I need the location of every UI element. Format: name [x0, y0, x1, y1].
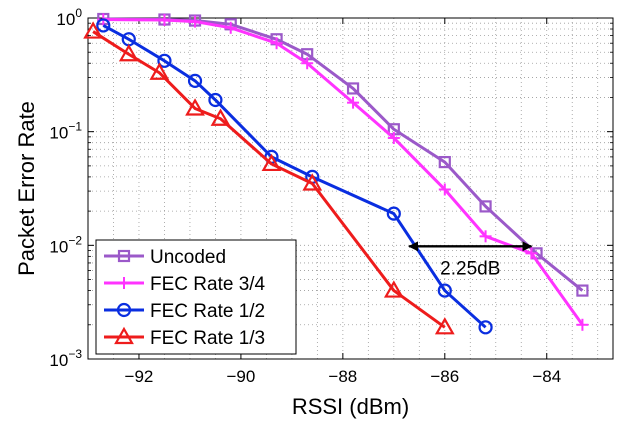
series-4 [83, 21, 455, 335]
data-point-square [576, 284, 589, 297]
data-point-triangle [210, 108, 231, 126]
series-line [102, 24, 487, 329]
plot-area [87, 17, 614, 360]
legend: Uncoded FEC Rate 3/4 FEC Rate 1/2 FEC Rate … [95, 239, 297, 355]
data-point-plus [189, 15, 202, 28]
legend-entry: FEC Rate 1/3 [104, 326, 265, 349]
data-point-plus [387, 131, 400, 144]
data-point-triangle [302, 173, 323, 191]
data-point-square [479, 200, 492, 213]
data-point-triangle [118, 44, 139, 62]
legend-label: FEC Rate 1/2 [150, 301, 265, 322]
legend-entry: FEC Rate 3/4 [104, 274, 266, 295]
legend-label: Uncoded [150, 247, 226, 268]
x-tick-label: −84 [532, 367, 561, 386]
y-axis-label: Packet Error Rate [14, 101, 39, 276]
x-tick-label: −92 [125, 367, 154, 386]
data-point-triangle [185, 98, 205, 116]
data-point-triangle [434, 317, 455, 335]
legend-label: FEC Rate 1/3 [150, 328, 265, 349]
data-point-triangle [83, 21, 103, 39]
data-point-circle [478, 320, 493, 335]
data-point-circle [437, 283, 452, 298]
data-point-square [438, 155, 451, 169]
data-point-plus [158, 14, 171, 27]
data-point-square [346, 82, 360, 95]
y-tick-label: 10−2 [49, 233, 82, 256]
data-point-plus [270, 37, 283, 50]
annotation: 2.25dB [408, 241, 533, 279]
data-point-plus [301, 57, 314, 70]
data-point-circle [386, 206, 401, 221]
data-point-circle [187, 73, 203, 88]
legend-label: FEC Rate 3/4 [150, 274, 266, 295]
data-point-plus [438, 183, 451, 196]
axis-ticks: −92 −90 −88 −86 −84 10−3 10−2 10−1 100 [49, 6, 613, 386]
data-point-triangle [114, 326, 134, 345]
annotation-label: 2.25dB [440, 258, 500, 279]
data-point-circle [116, 302, 132, 318]
data-point-triangle [149, 62, 170, 80]
series-line [92, 30, 446, 329]
x-tick-label: −88 [328, 367, 357, 386]
data-point-circle [96, 18, 111, 33]
data-point-plus [224, 21, 237, 34]
data-point-circle [208, 92, 223, 108]
data-point-triangle [383, 280, 404, 298]
y-tick-label: 10−3 [49, 347, 82, 370]
data-point-plus [479, 230, 492, 243]
x-axis-label: RSSI (dBm) [292, 394, 409, 419]
data-point-triangle [261, 153, 282, 172]
data-point-plus [347, 96, 360, 109]
y-tick-label: 100 [56, 6, 82, 29]
data-point-circle [157, 53, 172, 68]
x-tick-label: −86 [430, 367, 459, 386]
y-tick-label: 10−1 [49, 120, 82, 143]
data-point-plus [118, 277, 130, 289]
legend-entry: FEC Rate 1/2 [104, 301, 265, 322]
series [83, 12, 589, 335]
legend-entry: Uncoded [104, 247, 226, 268]
data-point-plus [576, 318, 589, 331]
x-tick-label: −90 [226, 367, 255, 386]
data-point-square [117, 249, 131, 263]
